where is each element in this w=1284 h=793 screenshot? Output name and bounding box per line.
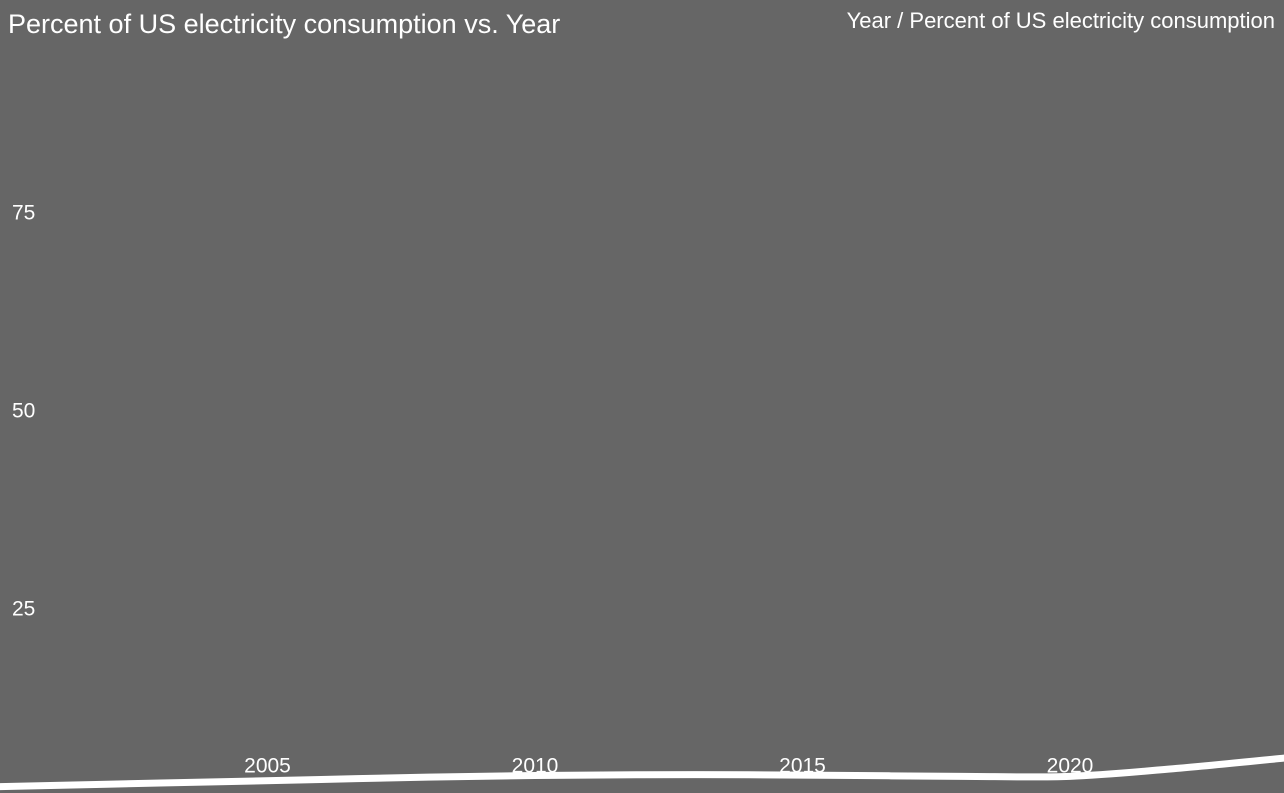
y-tick-label: 25 (12, 598, 35, 621)
x-tick-label: 2020 (1047, 755, 1094, 778)
x-tick-label: 2010 (512, 755, 559, 778)
chart-subtitle: Year / Percent of US electricity consump… (847, 8, 1275, 33)
y-tick-label: 50 (12, 400, 35, 423)
y-tick-label: 75 (12, 202, 35, 225)
x-tick-label: 2005 (244, 755, 291, 778)
line (0, 754, 1284, 791)
chart-title: Percent of US electricity consumption vs… (8, 9, 560, 39)
